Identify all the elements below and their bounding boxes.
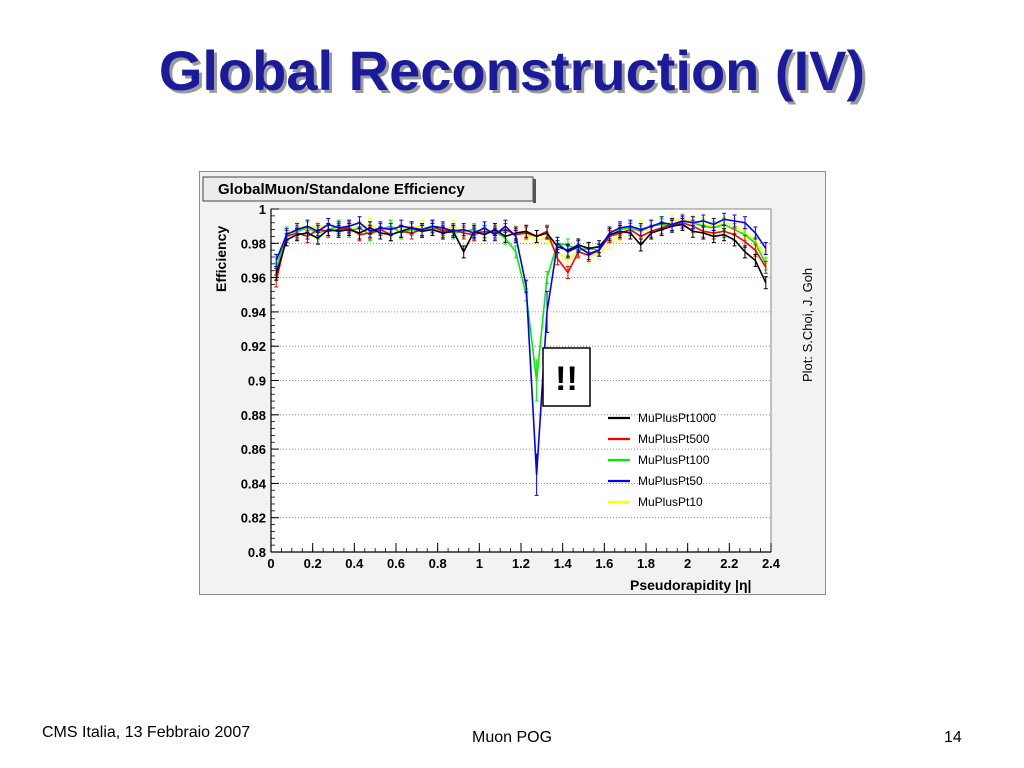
plot-credit-text: Plot: S.Choi, J. Goh <box>800 267 815 382</box>
axes: 0.80.820.840.860.880.90.920.940.960.9810… <box>241 202 781 571</box>
y-tick-label: 0.94 <box>241 305 267 320</box>
slide-title: Global Reconstruction (IV) <box>158 39 866 102</box>
footer-group: Muon POG <box>471 729 553 746</box>
x-tick-label: 2 <box>684 556 691 571</box>
chart-title-shadow <box>533 179 536 203</box>
x-tick-label: 0 <box>267 556 274 571</box>
x-tick-label: 1.4 <box>554 556 573 571</box>
x-tick-label: 1.6 <box>595 556 613 571</box>
chart-title: GlobalMuon/Standalone Efficiency <box>218 181 465 198</box>
y-tick-label: 1 <box>259 202 266 217</box>
grid-lines <box>271 242 771 519</box>
y-tick-label: 0.92 <box>241 339 266 354</box>
series-line <box>275 223 767 284</box>
y-axis-title: Efficiency <box>213 226 229 292</box>
series-line <box>275 221 767 282</box>
x-tick-label: 1.2 <box>512 556 530 571</box>
x-tick-label: 1 <box>476 556 483 571</box>
x-tick-label: 1.8 <box>637 556 655 571</box>
x-tick-label: 0.4 <box>345 556 364 571</box>
chart-figure: 0.8 0.82 0.84 0.86 0.88 0.9 0.92 0.94 0.96 0.98 1 0… <box>199 171 826 595</box>
y-tick-label: 0.84 <box>241 476 267 491</box>
legend: MuPlusPt1000 MuPlusPt500 MuPlusPt100 MuPlus… <box>608 411 716 509</box>
series-line <box>275 218 767 475</box>
footer-event: CMS Italia, 13 Febbraio 2007 <box>42 724 251 741</box>
efficiency-chart: 0.80.820.840.860.880.90.920.940.960.9810… <box>202 176 781 593</box>
y-tick-label: 0.86 <box>241 442 266 457</box>
annotation-text: !! <box>555 360 578 398</box>
y-tick-label: 0.88 <box>241 408 266 423</box>
plot-credit: Plot: S.Choi, J. Goh <box>800 232 815 382</box>
x-axis-title: Pseudorapidity |η| <box>630 577 751 593</box>
y-tick-label: 0.9 <box>248 374 266 389</box>
legend-label: MuPlusPt100 <box>638 453 710 467</box>
y-tick-label: 0.98 <box>241 236 266 251</box>
x-tick-label: 0.2 <box>304 556 322 571</box>
legend-label: MuPlusPt500 <box>638 432 710 446</box>
page-number: 14 <box>944 729 962 746</box>
legend-label: MuPlusPt50 <box>638 474 703 488</box>
y-tick-label: 0.82 <box>241 511 266 526</box>
x-tick-label: 2.2 <box>720 556 738 571</box>
x-tick-label: 0.6 <box>387 556 405 571</box>
series-MuPlusPt50 <box>274 212 768 496</box>
y-tick-label: 0.8 <box>248 545 266 560</box>
x-tick-label: 0.8 <box>429 556 447 571</box>
annotation-box <box>542 347 591 407</box>
series-lines <box>274 212 768 496</box>
y-tick-label: 0.96 <box>241 271 266 286</box>
legend-label: MuPlusPt1000 <box>638 411 716 425</box>
x-tick-label: 2.4 <box>762 556 781 571</box>
legend-label: MuPlusPt10 <box>638 495 703 509</box>
